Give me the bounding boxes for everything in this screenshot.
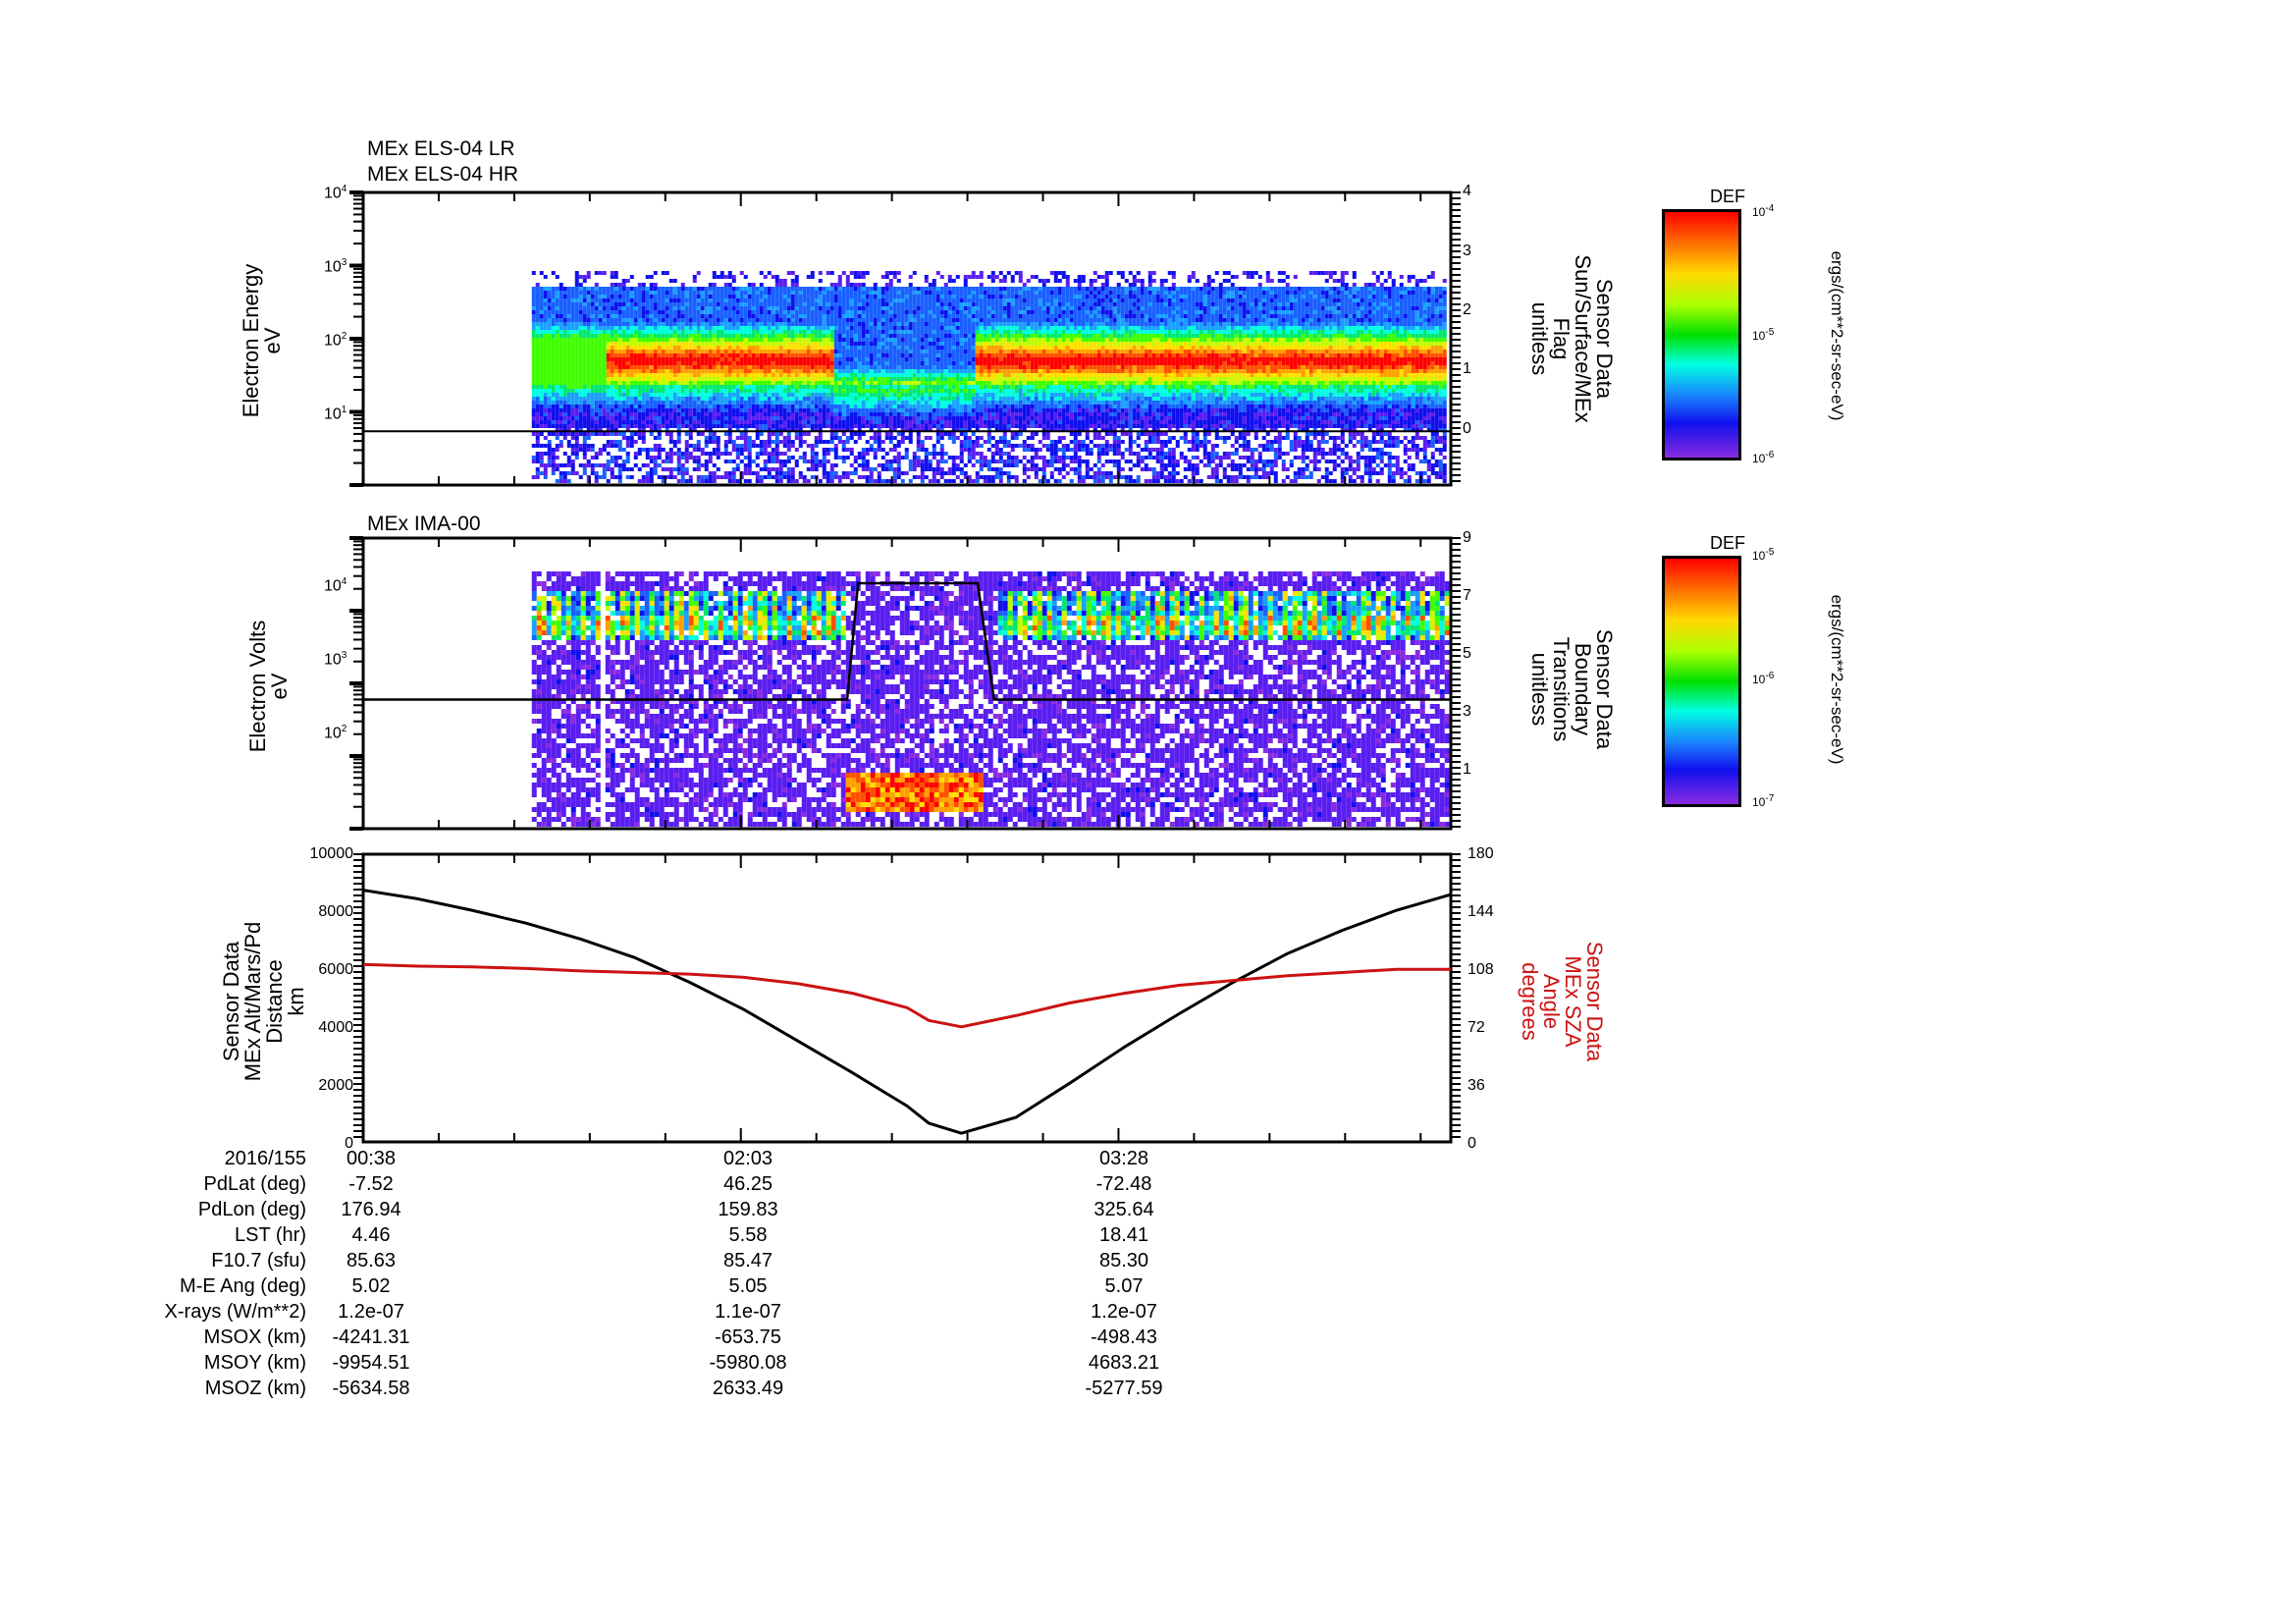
ephemeris-value: -72.48 [1095,1173,1152,1195]
ephemeris-value: -653.75 [715,1326,781,1348]
ephemeris-value: -7.52 [348,1173,394,1195]
bottom-right-axis-label: Sensor Data MEx SZA Angle degrees [1518,941,1607,1062]
top-colorbar-max: 10-4 [1752,203,1775,219]
middle-colorbar-units: ergs/(cm**2-sr-sec-eV) [1828,594,1846,765]
top-ytick-10e4: 104 [324,184,347,202]
ephemeris-value: 5.07 [1104,1275,1144,1297]
top-y2tick-1: 1 [1463,360,1471,377]
middle-left-axis-label: Electron Volts eV [245,620,292,753]
middle-y2tick-7: 7 [1463,587,1471,604]
top-y2tick-2: 2 [1463,301,1471,318]
middle-right-axis-label: Sensor Data Boundary Transitions unitles… [1527,628,1617,750]
ephemeris-row-label: 2016/155 [224,1148,306,1169]
ephemeris-value: 5.05 [728,1275,768,1297]
ephemeris-row-label: PdLon (deg) [197,1199,306,1220]
top-panel-title-1: MEx ELS-04 LR [367,137,515,160]
bottom-ytick-6000: 6000 [318,961,353,978]
ephemeris-value: 03:28 [1098,1148,1149,1169]
middle-colorbar-title: DEF [1710,533,1745,553]
top-colorbar-units: ergs/(cm**2-sr-sec-eV) [1828,250,1846,421]
ephemeris-row-label: MSOZ (km) [204,1378,306,1399]
top-left-axis-label: Electron Energy eV [239,263,285,418]
bottom-ytick-0: 0 [345,1135,353,1152]
ephemeris-row-label: PdLat (deg) [203,1173,306,1195]
middle-colorbar [1662,556,1741,807]
ephemeris-value: 18.41 [1098,1224,1149,1246]
bottom-ytick-8000: 8000 [318,903,353,920]
ephemeris-value: 4.46 [351,1224,391,1246]
bottom-y2tick-144: 144 [1468,903,1494,920]
ephemeris-row-label: MSOX (km) [203,1326,306,1348]
ephemeris-value: 46.25 [722,1173,774,1195]
top-ytick-10e1: 101 [324,405,347,423]
bottom-ytick-10000: 10000 [309,845,354,862]
ephemeris-value: -5277.59 [1085,1378,1163,1399]
middle-ytick-10e2: 102 [324,724,347,742]
bottom-y2tick-36: 36 [1468,1077,1485,1094]
bottom-ytick-4000: 4000 [318,1019,353,1036]
ephemeris-value: 4683.21 [1088,1352,1160,1374]
ephemeris-value: -5634.58 [332,1378,410,1399]
middle-ytick-10e4: 104 [324,576,347,595]
ephemeris-row-label: LST (hr) [235,1224,306,1246]
ephemeris-value: 02:03 [722,1148,774,1169]
ephemeris-value: 1.2e-07 [1091,1301,1157,1323]
middle-colorbar-min: 10-7 [1752,793,1775,809]
middle-y2tick-9: 9 [1463,529,1471,546]
middle-colorbar-max: 10-5 [1752,547,1775,563]
bottom-left-axis-label: Sensor Data MEx Alt/Mars/Pd Distance km [219,921,308,1082]
ephemeris-value: -498.43 [1091,1326,1157,1348]
ephemeris-value: 176.94 [341,1199,401,1220]
ephemeris-value: 1.1e-07 [715,1301,781,1323]
ephemeris-value: 85.63 [346,1250,397,1271]
middle-y2tick-5: 5 [1463,645,1471,662]
top-colorbar-title: DEF [1710,187,1745,206]
top-right-axis-label: Sensor Data Sun/Surface/MEx Flag unitles… [1527,254,1617,423]
ephemeris-value: 5.02 [351,1275,391,1297]
ephemeris-value: 159.83 [718,1199,778,1220]
top-panel-title-2: MEx ELS-04 HR [367,163,519,186]
ephemeris-value: -4241.31 [332,1326,410,1348]
middle-y2tick-1: 1 [1463,761,1471,778]
top-y2tick-3: 3 [1463,243,1471,259]
bottom-y2tick-0: 0 [1468,1135,1476,1152]
ephemeris-value: 2633.49 [712,1378,784,1399]
top-ytick-10e3: 103 [324,257,347,276]
top-ytick-10e2: 102 [324,331,347,350]
bottom-y2tick-72: 72 [1468,1019,1485,1036]
top-colorbar [1662,209,1741,460]
ephemeris-value: 85.47 [722,1250,774,1271]
ephemeris-row-label: F10.7 (sfu) [211,1250,306,1271]
middle-panel-title: MEx IMA-00 [367,513,481,535]
middle-ytick-10e3: 103 [324,650,347,669]
ephemeris-value: 325.64 [1094,1199,1154,1220]
top-colorbar-mid: 10-5 [1752,327,1775,343]
middle-colorbar-mid: 10-6 [1752,671,1775,686]
ephemeris-value: 5.58 [728,1224,768,1246]
bottom-y2tick-108: 108 [1468,961,1494,978]
ephemeris-value: -5980.08 [709,1352,787,1374]
ephemeris-row-label: M-E Ang (deg) [180,1275,306,1297]
top-y2tick-0: 0 [1463,420,1471,437]
bottom-y2tick-180: 180 [1468,845,1494,862]
bottom-ytick-2000: 2000 [318,1077,353,1094]
ephemeris-row-label: MSOY (km) [203,1352,306,1374]
ephemeris-value: 85.30 [1098,1250,1149,1271]
top-colorbar-min: 10-6 [1752,450,1775,465]
top-y2tick-4: 4 [1463,183,1471,199]
ephemeris-row-label: X-rays (W/m**2) [164,1301,306,1323]
ephemeris-value: -9954.51 [332,1352,410,1374]
ephemeris-value: 00:38 [346,1148,397,1169]
ephemeris-value: 1.2e-07 [338,1301,404,1323]
middle-y2tick-3: 3 [1463,703,1471,720]
